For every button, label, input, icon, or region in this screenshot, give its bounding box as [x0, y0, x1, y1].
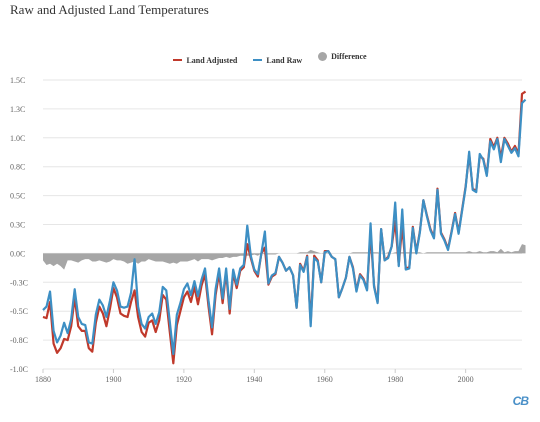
brand-logo: CB	[512, 394, 529, 408]
legend-item-land-adjusted[interactable]: Land Adjusted	[173, 56, 237, 65]
legend-item-land-raw[interactable]: Land Raw	[253, 56, 302, 65]
land-raw-line	[42, 98, 527, 356]
x-tick-label: 1940	[246, 375, 262, 384]
y-tick-label: 1.5C	[10, 76, 25, 85]
difference-area	[43, 244, 526, 270]
x-tick-label: 1960	[317, 375, 333, 384]
legend-item-difference[interactable]: Difference	[318, 52, 367, 61]
y-tick-label: -0.5C	[10, 307, 28, 316]
y-tick-label: -0.8C	[10, 336, 28, 345]
y-tick-label: 0.3C	[10, 221, 25, 230]
y-tick-label: 0.5C	[10, 192, 25, 201]
x-tick-label: 1980	[387, 375, 403, 384]
legend-label-difference: Difference	[331, 52, 367, 61]
chart-title: Raw and Adjusted Land Temperatures	[10, 2, 209, 17]
legend-swatch-difference	[318, 52, 328, 61]
y-tick-label: 1.0C	[10, 134, 25, 143]
x-tick-label: 1920	[176, 375, 192, 384]
y-tick-label: 0.8C	[10, 163, 25, 172]
y-tick-label: 0.0C	[10, 249, 25, 258]
legend: Land Adjusted Land Raw Difference	[0, 52, 540, 65]
x-tick-label: 2000	[458, 375, 474, 384]
x-tick-label: 1900	[105, 375, 121, 384]
y-tick-label: 1.3C	[10, 105, 25, 114]
legend-label-land-raw: Land Raw	[266, 55, 303, 65]
legend-swatch-land-raw	[253, 59, 263, 61]
legend-swatch-land-adjusted	[173, 59, 183, 61]
y-tick-label: -1.0C	[10, 365, 28, 374]
legend-label-land-adjusted: Land Adjusted	[186, 55, 238, 65]
y-tick-label: -0.3C	[10, 278, 28, 287]
x-tick-label: 1880	[35, 375, 51, 384]
